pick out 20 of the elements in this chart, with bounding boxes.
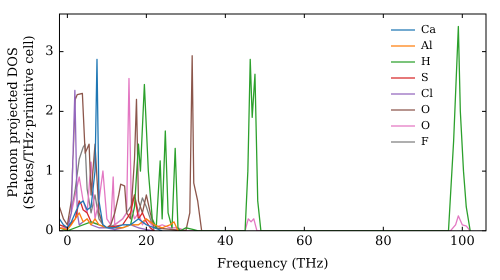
- y-tick-label: 0: [45, 223, 54, 238]
- x-tick-label: 80: [375, 234, 392, 249]
- x-axis-title: Frequency (THz): [217, 256, 328, 272]
- legend-label: O: [421, 118, 430, 132]
- legend-label: Cl: [421, 86, 434, 100]
- x-tick-label: 20: [138, 234, 155, 249]
- legend-label: O: [421, 102, 430, 116]
- legend-label: Al: [420, 38, 433, 52]
- legend-label: F: [421, 134, 429, 148]
- x-tick-label: 0: [63, 234, 72, 249]
- legend-label: H: [421, 54, 431, 68]
- legend-label: S: [421, 70, 429, 84]
- x-tick-label: 60: [296, 234, 313, 249]
- y-tick-label: 2: [45, 104, 54, 119]
- legend-label: Ca: [421, 22, 436, 36]
- y-axis-title: Phonon projected DOS (States/THz·primitive cell): [6, 35, 37, 210]
- x-tick-label: 40: [217, 234, 234, 249]
- y-tick-label: 1: [45, 163, 54, 178]
- x-tick-label: 100: [450, 234, 475, 249]
- y-tick-label: 3: [45, 44, 54, 59]
